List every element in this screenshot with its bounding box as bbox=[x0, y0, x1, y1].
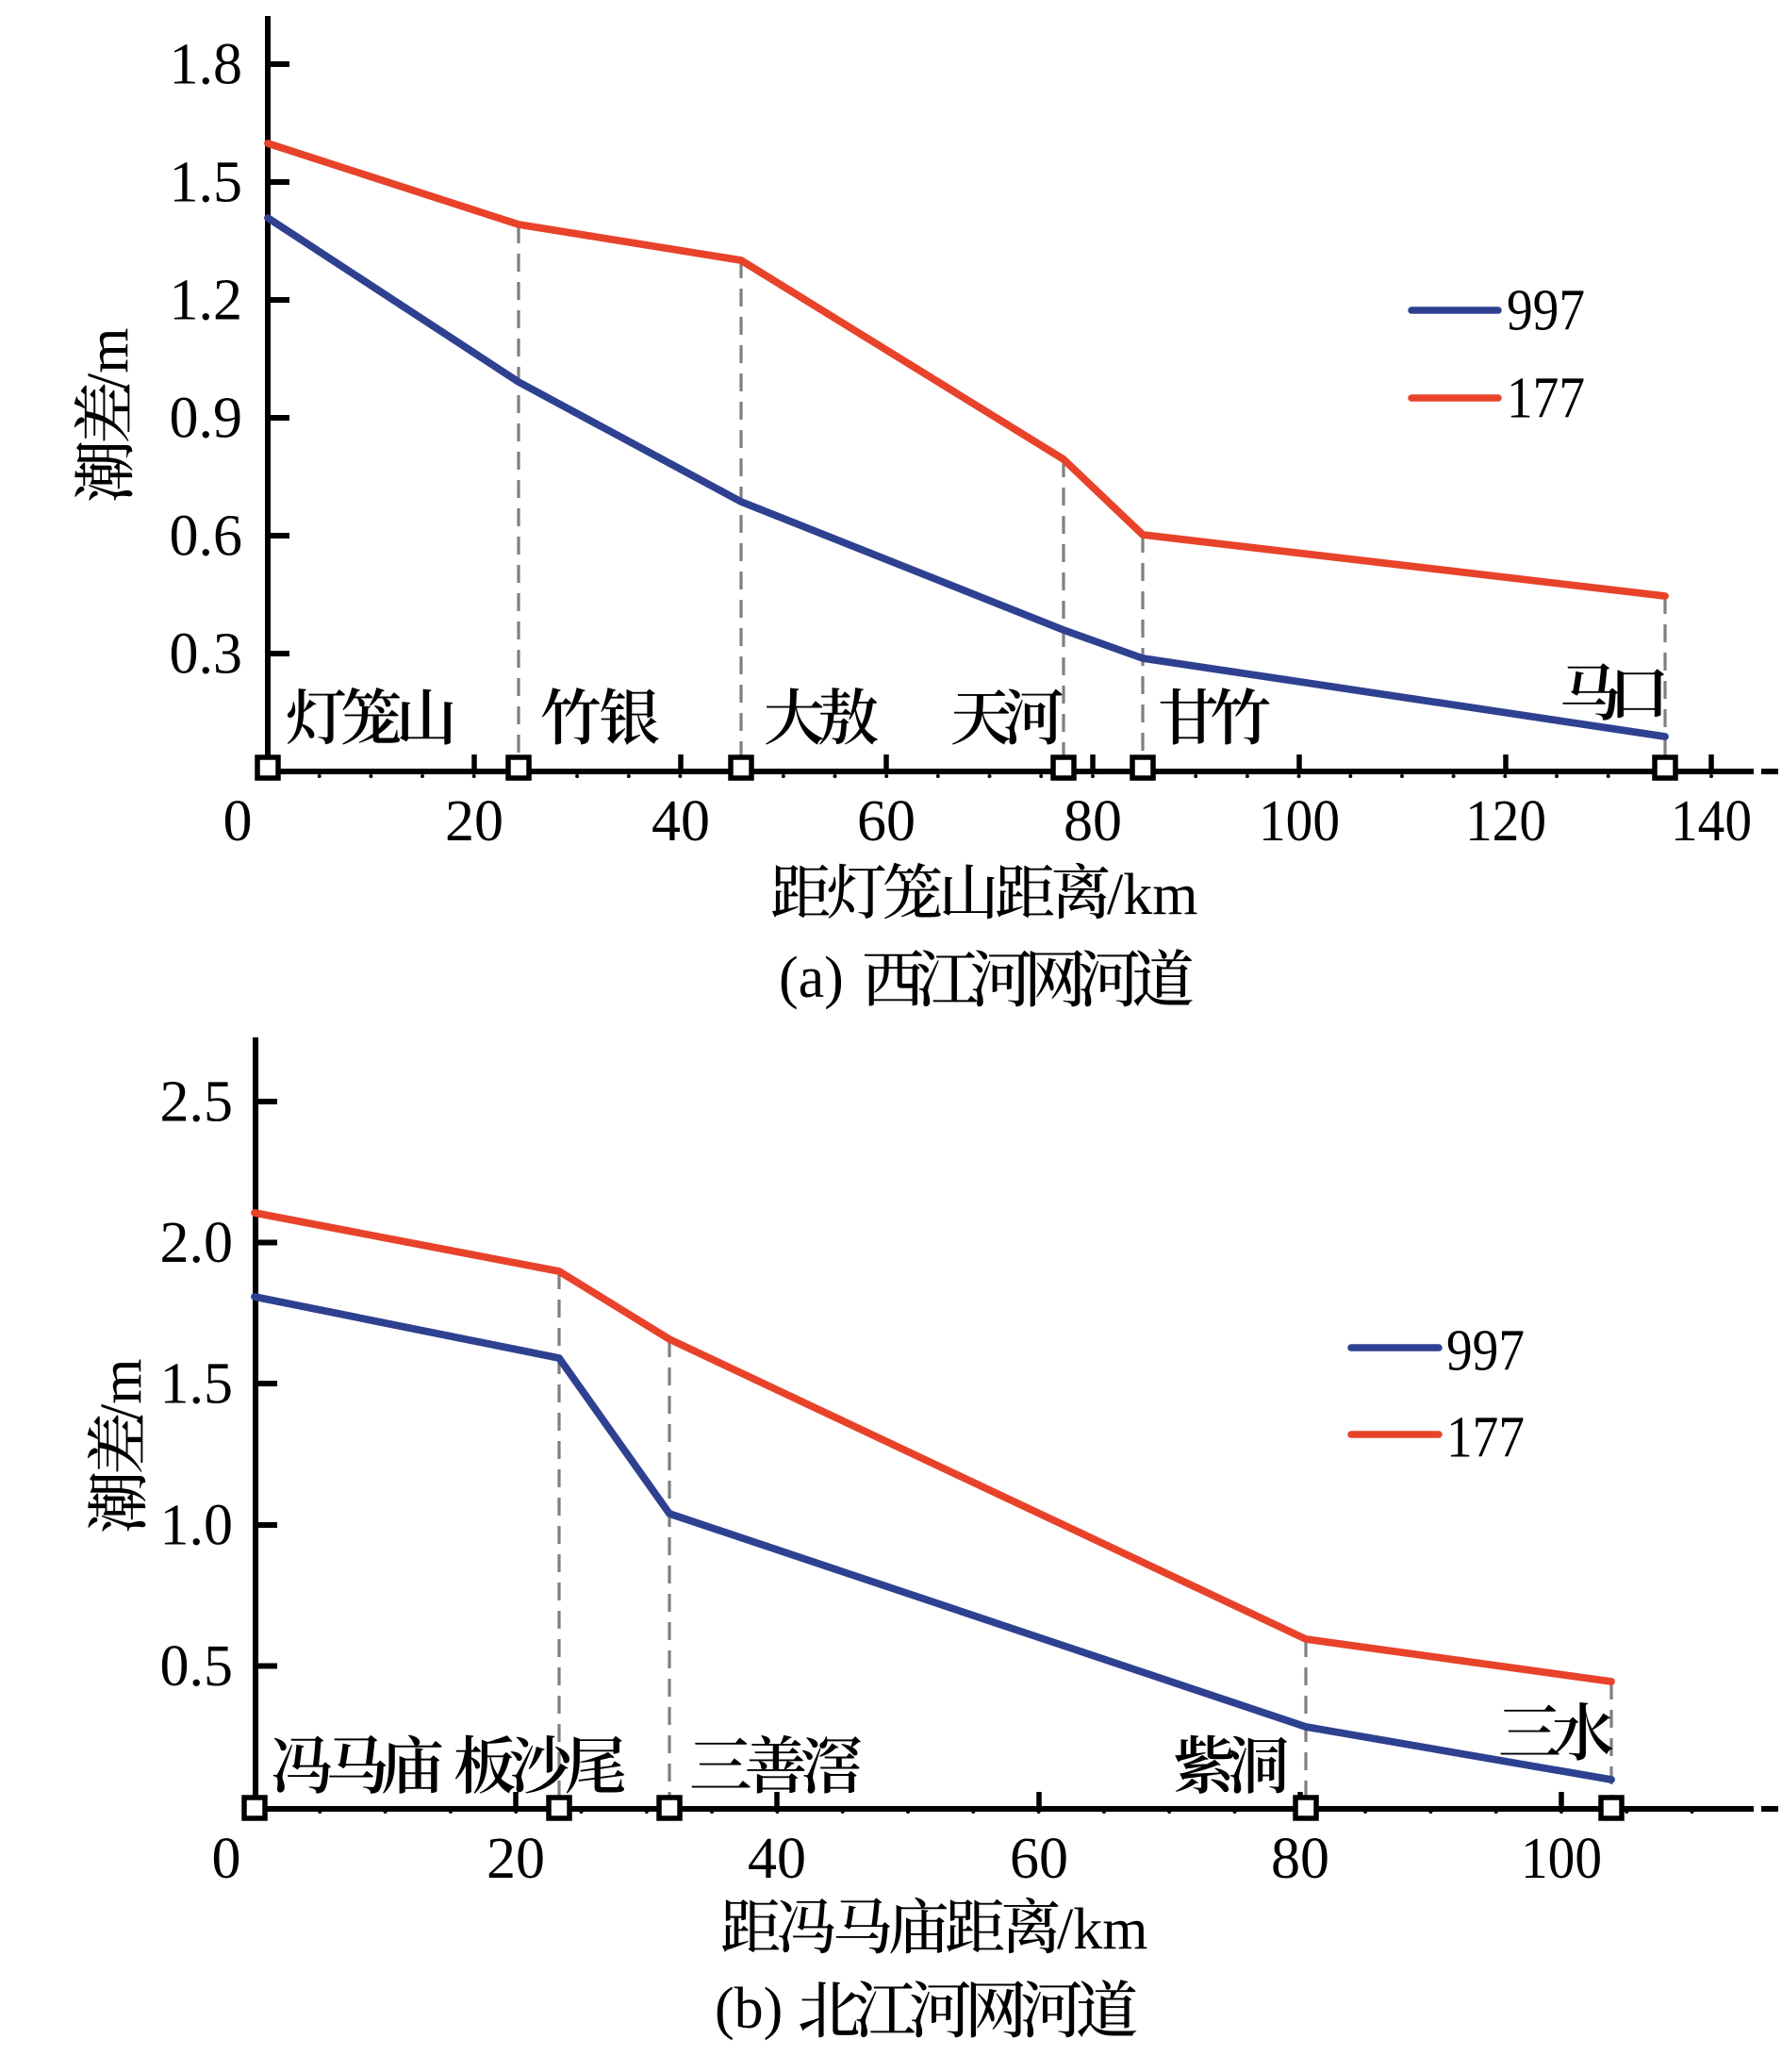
svg-text:(b): (b) bbox=[715, 1977, 798, 2041]
svg-text:/m: /m bbox=[90, 1359, 154, 1420]
svg-text:0.9: 0.9 bbox=[170, 387, 243, 451]
svg-text:100: 100 bbox=[1259, 789, 1340, 854]
svg-text:997: 997 bbox=[1507, 279, 1585, 343]
svg-text:40: 40 bbox=[748, 1827, 806, 1891]
svg-text:0.6: 0.6 bbox=[170, 505, 243, 569]
svg-text:2.5: 2.5 bbox=[160, 1070, 234, 1135]
svg-text:/m: /m bbox=[76, 328, 140, 390]
svg-text:60: 60 bbox=[1010, 1827, 1068, 1891]
svg-text:80: 80 bbox=[1064, 789, 1122, 854]
svg-text:0.3: 0.3 bbox=[170, 622, 243, 687]
svg-text:1.8: 1.8 bbox=[170, 33, 243, 97]
svg-text:140: 140 bbox=[1671, 789, 1752, 854]
svg-text:80: 80 bbox=[1271, 1827, 1329, 1891]
svg-text:1.5: 1.5 bbox=[170, 151, 243, 215]
svg-text:120: 120 bbox=[1465, 789, 1546, 854]
svg-text:2.0: 2.0 bbox=[160, 1211, 234, 1275]
svg-text:20: 20 bbox=[445, 789, 503, 854]
svg-text:1.0: 1.0 bbox=[160, 1494, 234, 1558]
svg-text:0.5: 0.5 bbox=[160, 1634, 234, 1699]
svg-text:/km: /km bbox=[1057, 1898, 1147, 1962]
svg-text:40: 40 bbox=[652, 789, 710, 854]
svg-text:0: 0 bbox=[212, 1827, 241, 1891]
svg-text:20: 20 bbox=[487, 1827, 545, 1891]
svg-text:1.2: 1.2 bbox=[170, 269, 243, 333]
svg-text:60: 60 bbox=[857, 789, 916, 854]
svg-text:0: 0 bbox=[223, 789, 253, 854]
svg-text:100: 100 bbox=[1521, 1827, 1602, 1891]
svg-text:997: 997 bbox=[1446, 1319, 1525, 1384]
svg-text:/km: /km bbox=[1107, 863, 1197, 927]
svg-text:(a): (a) bbox=[779, 946, 858, 1010]
svg-text:1.5: 1.5 bbox=[160, 1352, 234, 1417]
svg-text:177: 177 bbox=[1507, 367, 1585, 431]
svg-text:177: 177 bbox=[1446, 1406, 1525, 1470]
